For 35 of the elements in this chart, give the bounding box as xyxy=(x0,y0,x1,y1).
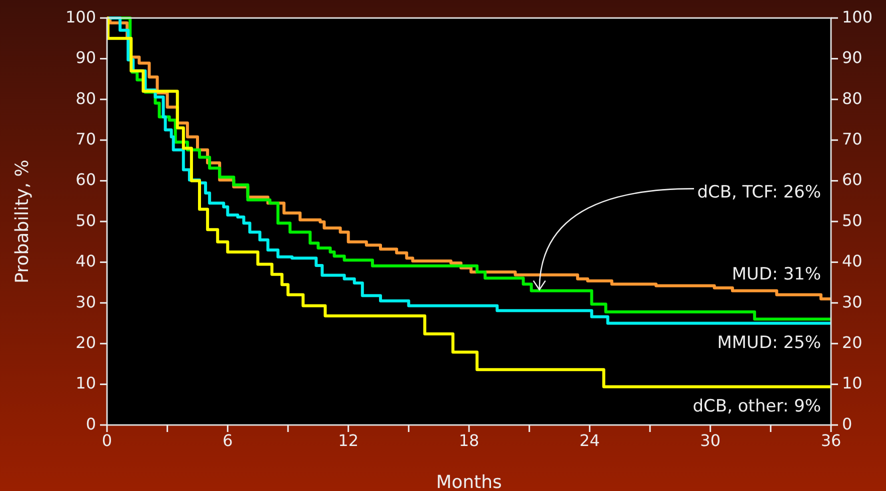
annotation: dCB, TCF: 26% xyxy=(697,182,821,202)
y2-tick-label: 40 xyxy=(842,252,862,271)
x-tick-label: 30 xyxy=(700,431,721,450)
x-axis-title: Months xyxy=(436,472,502,491)
x-tick-label: 12 xyxy=(338,431,359,450)
y2-tick-label: 100 xyxy=(842,7,873,26)
y-tick-label: 100 xyxy=(65,7,96,26)
y2-tick-label: 90 xyxy=(842,48,862,68)
x-tick-label: 24 xyxy=(579,431,600,450)
y2-tick-label: 20 xyxy=(842,332,862,352)
y2-tick-label: 50 xyxy=(842,210,862,230)
y-tick-label: 60 xyxy=(76,170,96,190)
x-tick-label: 6 xyxy=(222,431,233,450)
y-tick-label: 70 xyxy=(76,129,96,148)
y-tick-label: 10 xyxy=(76,374,96,393)
y2-tick-label: 0 xyxy=(842,414,852,434)
series-label: dCB, other: 9% xyxy=(692,396,821,416)
y-tick-label: 20 xyxy=(76,332,96,352)
series-label: MUD: 31% xyxy=(732,264,821,284)
y-tick-label: 40 xyxy=(76,252,96,271)
series-label: MMUD: 25% xyxy=(717,332,821,353)
y-tick-label: 50 xyxy=(76,210,96,230)
y2-tick-label: 80 xyxy=(842,88,862,108)
y2-tick-label: 60 xyxy=(842,170,862,190)
y-tick-label: 80 xyxy=(76,88,96,108)
x-tick-label: 0 xyxy=(102,431,112,450)
y-tick-label: 0 xyxy=(86,414,96,434)
y-tick-label: 90 xyxy=(76,48,96,68)
y-tick-label: 30 xyxy=(76,292,96,312)
y-axis-title: Probability, % xyxy=(12,160,33,284)
y2-tick-label: 10 xyxy=(842,374,862,393)
y2-tick-label: 70 xyxy=(842,129,862,148)
y2-tick-label: 30 xyxy=(842,292,862,312)
x-tick-label: 18 xyxy=(458,431,480,450)
x-tick-label: 36 xyxy=(820,431,842,450)
